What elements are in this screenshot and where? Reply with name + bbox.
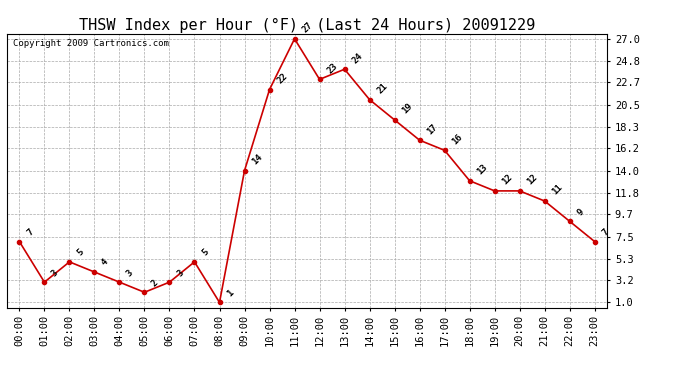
Text: 16: 16: [450, 132, 464, 146]
Text: 27: 27: [300, 21, 314, 34]
Text: 13: 13: [475, 163, 489, 177]
Text: 3: 3: [50, 268, 60, 278]
Text: 2: 2: [150, 278, 160, 288]
Text: 5: 5: [75, 248, 85, 258]
Text: 12: 12: [525, 173, 539, 187]
Text: 24: 24: [350, 51, 364, 65]
Text: 23: 23: [325, 61, 339, 75]
Text: 12: 12: [500, 173, 514, 187]
Text: 4: 4: [100, 258, 110, 268]
Text: 14: 14: [250, 153, 264, 166]
Text: 22: 22: [275, 71, 289, 86]
Text: 7: 7: [600, 227, 611, 237]
Text: 9: 9: [575, 207, 585, 217]
Text: 17: 17: [425, 122, 439, 136]
Text: 19: 19: [400, 102, 414, 116]
Text: Copyright 2009 Cartronics.com: Copyright 2009 Cartronics.com: [13, 39, 169, 48]
Text: 7: 7: [25, 227, 35, 237]
Text: 11: 11: [550, 183, 564, 197]
Text: 21: 21: [375, 81, 389, 96]
Text: 3: 3: [175, 268, 185, 278]
Text: 3: 3: [125, 268, 135, 278]
Text: 5: 5: [200, 248, 210, 258]
Text: 1: 1: [225, 288, 235, 298]
Title: THSW Index per Hour (°F)  (Last 24 Hours) 20091229: THSW Index per Hour (°F) (Last 24 Hours)…: [79, 18, 535, 33]
